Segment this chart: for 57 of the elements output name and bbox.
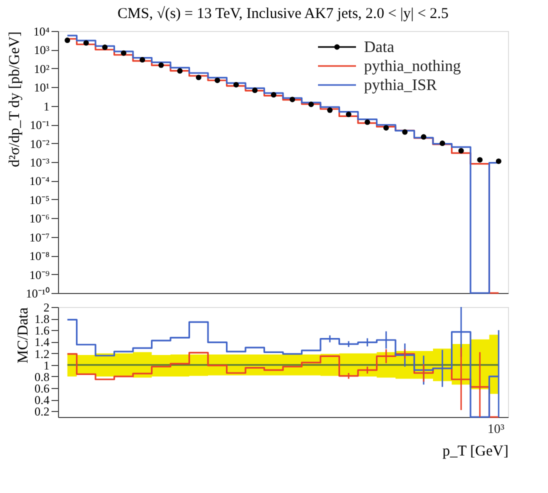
y-tick-label: 1.6: [34, 324, 50, 338]
point: [177, 68, 183, 74]
y-tick-label: 2: [44, 300, 50, 314]
point: [196, 74, 202, 80]
point: [383, 125, 389, 131]
point: [477, 157, 483, 163]
y-tick-label: 0.6: [34, 382, 50, 396]
point: [420, 134, 426, 140]
y-tick-label: 10⁻²: [30, 136, 50, 151]
text: 10³: [488, 421, 505, 436]
point: [327, 107, 333, 113]
point: [83, 40, 89, 46]
y-tick-label: 10⁻¹⁰: [26, 286, 50, 300]
chart-title: CMS, √(s) = 13 TeV, Inclusive AK7 jets, 2.0 < |y| < 2.5: [118, 6, 448, 22]
point: [308, 102, 314, 108]
point: [496, 158, 502, 164]
y-axis-title: d²σ/dp_T dy [pb/GeV]: [6, 32, 23, 168]
legend-label: pythia_nothing: [364, 58, 461, 75]
y-tick-label: 1.8: [34, 312, 50, 326]
point: [346, 112, 352, 118]
y-axis-title: MC/Data: [16, 307, 32, 364]
legend-label: Data: [364, 39, 394, 56]
point: [120, 50, 126, 56]
y-tick-label: 0.4: [34, 393, 50, 408]
point: [364, 119, 370, 125]
y-tick-label: 0.2: [34, 404, 50, 419]
point: [290, 96, 296, 102]
y-tick-label: 1.2: [34, 346, 50, 361]
y-tick-label: 10¹: [34, 80, 50, 95]
y-tick-label: 10⁻¹: [30, 118, 50, 132]
point: [102, 44, 108, 50]
y-tick-label: 10⁻⁹: [29, 268, 50, 282]
point: [140, 57, 146, 63]
point: [158, 62, 164, 68]
y-tick-label: 1: [44, 99, 50, 114]
point: [402, 129, 408, 135]
point: [440, 140, 446, 146]
y-tick-label: 10⁴: [33, 24, 50, 38]
point: [252, 88, 258, 94]
point: [270, 92, 276, 98]
y-tick-label: 10⁻⁷: [29, 230, 50, 244]
y-tick-label: 1.4: [34, 335, 50, 350]
point: [64, 38, 70, 43]
point: [458, 148, 464, 154]
legend-label: pythia_ISR: [364, 77, 438, 94]
y-tick-label: 10⁻⁴: [29, 174, 50, 188]
y-tick-label: 10⁻⁸: [29, 249, 50, 264]
y-tick-label: 10⁻³: [30, 156, 50, 170]
y-tick-label: 0.8: [34, 370, 50, 384]
y-tick-label: 1: [44, 358, 50, 372]
point: [214, 78, 220, 84]
point: [233, 82, 239, 88]
y-tick-label: 10⁻⁵: [29, 192, 50, 207]
y-tick-label: 10²: [34, 62, 50, 76]
x-axis-title: p_T [GeV]: [442, 444, 508, 460]
y-tick-label: 10³: [34, 43, 50, 58]
y-tick-label: 10⁻⁶: [29, 212, 50, 226]
